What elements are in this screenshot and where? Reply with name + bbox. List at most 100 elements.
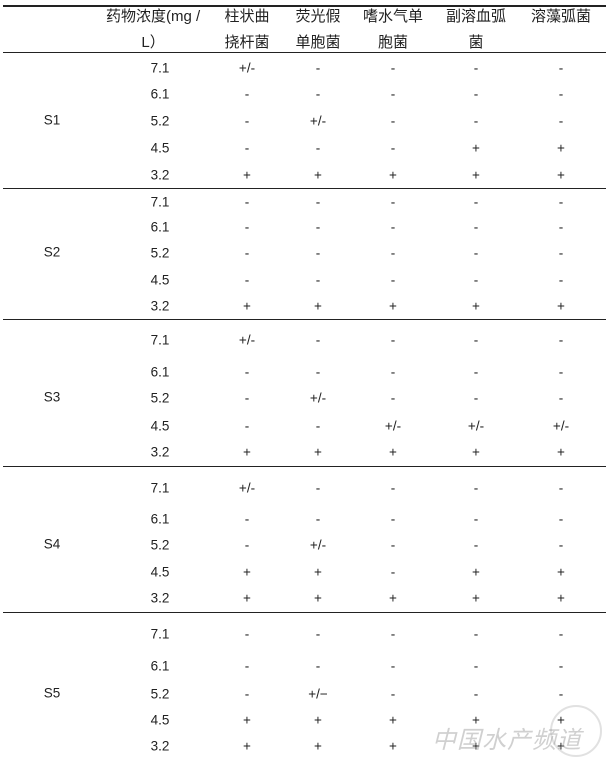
concentration-cell: 3.2 [150,738,170,754]
result-cell: - [473,272,479,288]
header-line: 胞菌 [377,34,409,51]
result-cell: +/- [552,418,570,434]
result-cell: + [389,444,397,460]
result-cell: - [244,113,250,129]
result-cell: - [473,390,479,406]
group-label: S3 [43,389,61,405]
result-cell: - [244,626,250,642]
header-column-1: 荧光假 单胞菌 [295,4,340,56]
result-cell: - [315,332,321,348]
group-label: S1 [43,112,61,128]
group-label: S5 [43,685,61,701]
result-cell: + [314,590,322,606]
result-cell: - [390,480,396,496]
result-cell: + [472,738,480,754]
concentration-cell: 4.5 [150,140,170,156]
table-top-rule [3,5,606,7]
result-cell: - [473,537,479,553]
watermark-globe-icon [550,705,602,757]
result-cell: - [390,658,396,674]
result-cell: - [315,480,321,496]
result-cell: - [244,390,250,406]
header-column-2: 嗜水气单 胞菌 [363,4,423,56]
result-cell: +/- [309,537,327,553]
result-cell: - [558,537,564,553]
result-cell: +/- [309,113,327,129]
result-cell: - [390,364,396,380]
result-cell: - [315,140,321,156]
result-cell: +/− [308,686,328,702]
concentration-cell: 5.2 [150,686,170,702]
result-cell: - [315,60,321,76]
result-cell: - [558,626,564,642]
result-cell: + [472,444,480,460]
result-cell: + [389,712,397,728]
result-cell: + [314,167,322,183]
result-cell: - [558,219,564,235]
result-cell: + [314,712,322,728]
result-cell: + [557,590,565,606]
header-column-0: 柱状曲 挠杆菌 [224,4,269,56]
header-column-3: 副溶血弧菌 [446,4,506,56]
result-cell: + [243,590,251,606]
result-cell: - [244,245,250,261]
result-cell: - [473,511,479,527]
result-cell: - [473,113,479,129]
result-cell: + [389,298,397,314]
group-divider [3,319,606,320]
concentration-cell: 4.5 [150,564,170,580]
result-cell: +/- [238,60,256,76]
result-cell: - [558,60,564,76]
result-cell: - [473,245,479,261]
concentration-cell: 7.1 [150,332,170,348]
result-cell: - [473,364,479,380]
result-cell: - [558,658,564,674]
result-cell: - [558,480,564,496]
result-cell: - [390,219,396,235]
result-cell: - [390,272,396,288]
concentration-cell: 3.2 [150,298,170,314]
result-cell: - [558,245,564,261]
concentration-cell: 7.1 [150,626,170,642]
header-line: 副溶血弧 [445,8,507,25]
result-cell: + [557,444,565,460]
watermark: 中国水产频道 [432,726,582,754]
result-cell: + [557,140,565,156]
header-line: 挠杆菌 [224,34,270,51]
result-cell: - [390,60,396,76]
result-cell: +/- [467,418,485,434]
result-cell: + [314,444,322,460]
result-cell: - [558,364,564,380]
result-cell: + [243,444,251,460]
result-cell: + [472,564,480,580]
result-cell: + [389,590,397,606]
result-cell: - [244,219,250,235]
concentration-cell: 5.2 [150,113,170,129]
result-cell: - [315,626,321,642]
result-cell: - [473,658,479,674]
header-line: 嗜水气单 [362,8,424,25]
header-line: L） [141,34,165,51]
result-cell: - [473,86,479,102]
result-cell: - [244,658,250,674]
result-cell: + [243,712,251,728]
result-cell: - [244,364,250,380]
result-cell: + [557,564,565,580]
result-cell: - [390,511,396,527]
result-cell: +/- [309,390,327,406]
concentration-cell: 4.5 [150,712,170,728]
result-cell: - [315,272,321,288]
concentration-cell: 6.1 [150,658,170,674]
result-cell: + [472,167,480,183]
result-cell: - [473,60,479,76]
group-label: S2 [43,244,61,260]
result-cell: - [390,626,396,642]
concentration-cell: 5.2 [150,245,170,261]
result-cell: - [558,113,564,129]
concentration-cell: 6.1 [150,364,170,380]
group-label: S4 [43,536,61,552]
result-cell: - [390,332,396,348]
header-line: 柱状曲 [224,8,270,25]
concentration-cell: 6.1 [150,86,170,102]
result-cell: - [390,140,396,156]
